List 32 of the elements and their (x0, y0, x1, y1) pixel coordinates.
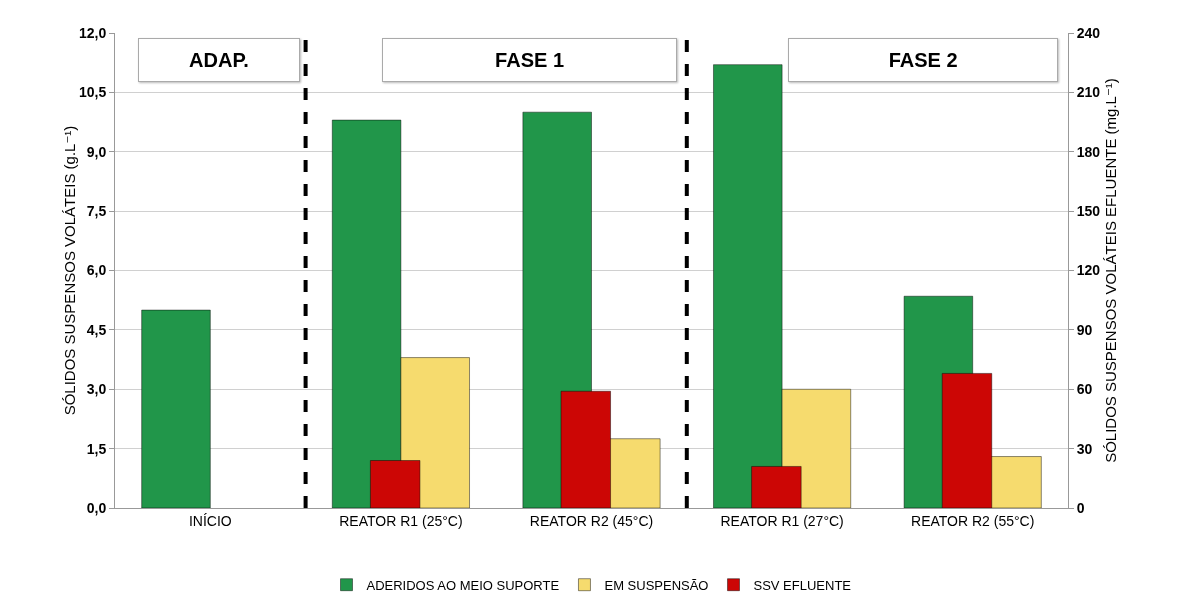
y-axis-title: SÓLIDOS SUSPENSOS VOLÁTEIS (g.L⁻¹) (61, 125, 78, 416)
x-tick-label: REATOR R2 (45°C) (529, 512, 654, 529)
y2-tick-label: 90 (1076, 321, 1093, 338)
x-tick-label: REATOR R2 (55°C) (911, 512, 1035, 529)
legend-label: EM SUSPENSÃO (604, 577, 709, 593)
x-tick-label: INÍCIO (188, 512, 232, 529)
y-tick-label: 1,5 (86, 440, 107, 457)
y2-axis-title: SÓLIDOS SUSPENSOS VOLÁTEIS EFLUENTE (mg.L⁻¹) (1102, 78, 1120, 463)
y2-tick-label: 150 (1076, 203, 1101, 220)
y2-tick-label: 60 (1076, 381, 1093, 398)
x-tick-label: REATOR R1 (27°C) (720, 512, 844, 529)
legend-label: ADERIDOS AO MEIO SUPORTE (366, 577, 560, 593)
legend-label: SSV EFLUENTE (753, 577, 852, 593)
y2-tick-label: 210 (1076, 84, 1101, 101)
y-tick-label: 6,0 (86, 262, 107, 279)
annotation: FASE 1 (495, 48, 565, 72)
bar (141, 309, 211, 508)
y2-tick-label: 180 (1076, 143, 1101, 160)
y-tick-label: 12,0 (78, 24, 107, 41)
y2-tick-label: 0 (1076, 499, 1085, 516)
annotation: FASE 2 (888, 48, 958, 72)
y-tick-label: 0,0 (86, 499, 107, 516)
y2-tick-label: 240 (1076, 24, 1101, 41)
y2-tick-label: 120 (1076, 262, 1101, 279)
annotation: ADAP. (189, 48, 249, 72)
y-tick-label: 4,5 (86, 321, 107, 338)
x-tick-label: REATOR R1 (25°C) (339, 512, 463, 529)
y2-tick-label: 30 (1076, 440, 1093, 457)
y-tick-label: 9,0 (86, 143, 107, 160)
y-tick-label: 10,5 (78, 84, 107, 101)
y-tick-label: 7,5 (86, 203, 107, 220)
y-tick-label: 3,0 (86, 381, 107, 398)
